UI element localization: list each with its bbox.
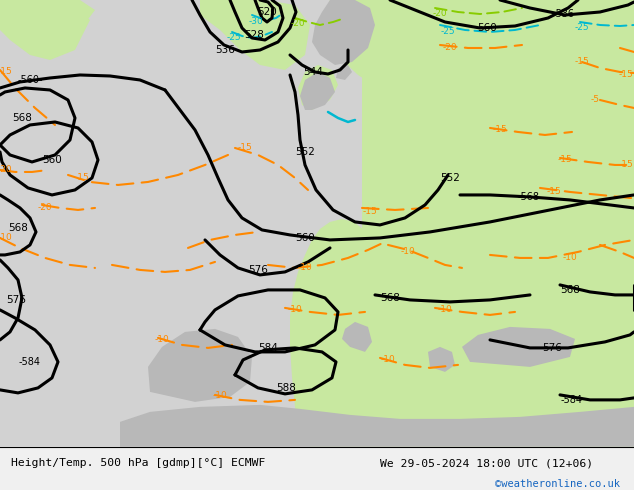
Text: -15: -15 — [493, 125, 507, 134]
Text: -10: -10 — [297, 264, 313, 272]
Text: -20: -20 — [290, 20, 306, 28]
Text: -15: -15 — [558, 155, 573, 165]
Text: 584: 584 — [258, 343, 278, 353]
Text: -15: -15 — [75, 173, 89, 182]
Text: -20: -20 — [0, 166, 12, 174]
Text: -15: -15 — [238, 144, 252, 152]
Text: 568: 568 — [8, 223, 28, 233]
Text: We 29-05-2024 18:00 UTC (12+06): We 29-05-2024 18:00 UTC (12+06) — [380, 458, 593, 468]
Text: -15: -15 — [547, 188, 561, 196]
Polygon shape — [148, 329, 252, 402]
Text: 544: 544 — [303, 67, 323, 77]
Polygon shape — [336, 65, 352, 80]
Text: 588: 588 — [276, 383, 296, 393]
Text: -20: -20 — [37, 203, 53, 213]
Polygon shape — [462, 327, 575, 367]
Text: -25: -25 — [441, 27, 455, 36]
Text: 576: 576 — [6, 295, 26, 305]
Polygon shape — [290, 0, 634, 447]
Polygon shape — [440, 297, 634, 447]
Text: -30: -30 — [249, 18, 263, 26]
Text: -10: -10 — [437, 305, 453, 315]
Polygon shape — [120, 405, 634, 447]
Text: 528: 528 — [244, 30, 264, 40]
Text: 552: 552 — [440, 173, 460, 183]
Text: -10: -10 — [155, 336, 169, 344]
Text: -5: -5 — [590, 96, 600, 104]
Text: -15: -15 — [363, 207, 377, 217]
Text: -560-: -560- — [17, 75, 42, 85]
Text: -15: -15 — [619, 71, 633, 79]
Polygon shape — [0, 0, 90, 60]
Text: -10: -10 — [0, 233, 13, 243]
Text: -25: -25 — [574, 24, 590, 32]
Text: -25: -25 — [227, 33, 242, 43]
Text: -10: -10 — [212, 392, 228, 400]
Text: -20: -20 — [432, 9, 448, 19]
Text: 560: 560 — [42, 155, 62, 165]
Text: -10: -10 — [401, 247, 415, 256]
Text: 560: 560 — [477, 23, 497, 33]
Text: 552: 552 — [295, 147, 315, 157]
Text: 568: 568 — [12, 113, 32, 123]
Text: -584: -584 — [561, 395, 583, 405]
Polygon shape — [298, 65, 338, 110]
Polygon shape — [322, 0, 440, 95]
Polygon shape — [312, 0, 375, 65]
Text: -536-: -536- — [552, 9, 578, 19]
Text: 576: 576 — [248, 265, 268, 275]
Text: 576: 576 — [542, 343, 562, 353]
Text: ©weatheronline.co.uk: ©weatheronline.co.uk — [495, 479, 620, 489]
Text: 536: 536 — [215, 45, 235, 55]
Text: -15: -15 — [0, 68, 13, 76]
Text: 568: 568 — [380, 293, 400, 303]
Text: Height/Temp. 500 hPa [gdmp][°C] ECMWF: Height/Temp. 500 hPa [gdmp][°C] ECMWF — [11, 458, 266, 468]
Text: 520: 520 — [257, 7, 277, 17]
Polygon shape — [300, 72, 335, 110]
Polygon shape — [0, 0, 95, 40]
Text: 560: 560 — [295, 233, 315, 243]
Text: -10: -10 — [288, 305, 302, 315]
Text: -10: -10 — [562, 253, 578, 263]
Text: -568-: -568- — [517, 192, 543, 202]
Polygon shape — [200, 0, 310, 70]
Text: -10: -10 — [380, 355, 396, 365]
Polygon shape — [428, 347, 455, 372]
Text: -20: -20 — [443, 44, 457, 52]
Text: -15: -15 — [574, 57, 590, 67]
Text: -584: -584 — [19, 357, 41, 367]
Text: -15: -15 — [619, 160, 633, 170]
Polygon shape — [342, 322, 372, 352]
Text: 568: 568 — [560, 285, 580, 295]
